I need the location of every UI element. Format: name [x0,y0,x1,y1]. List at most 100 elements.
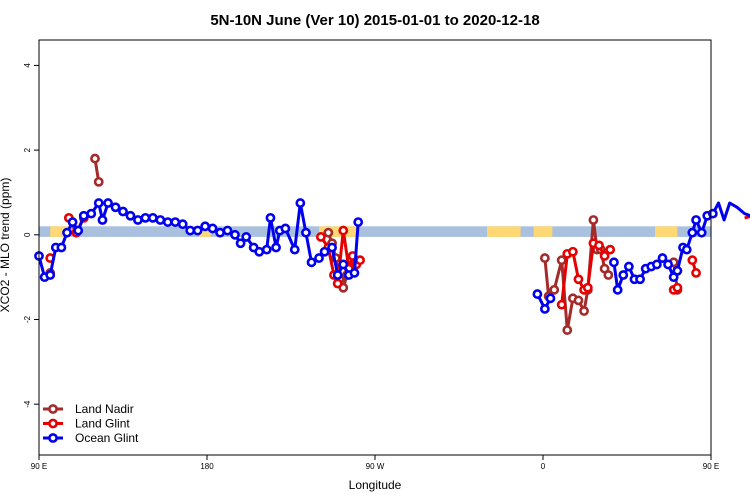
band-highlight [487,226,521,237]
legend-item: Ocean Glint [43,431,139,445]
data-point [545,293,556,304]
data-point [355,255,365,266]
y-axis-label: XCO2 - MLO trend (ppm) [0,178,12,313]
x-axis-label: Longitude [349,478,402,492]
legend-marker [48,404,58,414]
data-point [125,210,136,221]
data-point [110,202,121,213]
data-point [97,215,108,225]
data-point [573,295,584,306]
y-tick-label: 4 [23,63,32,68]
y-tick-label: 0 [23,232,32,237]
x-tick-label: 90 E [31,462,47,471]
y-tick-label: -4 [23,400,32,408]
data-point [86,208,97,219]
data-point [222,225,233,236]
data-point [332,270,343,280]
data-point [147,212,158,223]
data-point [696,227,707,238]
data-point [663,259,673,270]
data-point [532,289,543,299]
data-point [539,304,550,314]
data-point [567,246,578,257]
data-point [582,282,593,293]
data-point [118,206,128,217]
data-point [301,227,311,238]
data-point [687,227,698,238]
x-tick-label: 90 E [703,462,719,471]
data-point [73,225,84,236]
legend-marker [48,418,58,429]
data-point [332,278,343,289]
data-point [230,229,240,240]
data-point [623,261,634,272]
series-land-nadir [45,153,683,335]
data-point [62,227,72,238]
data-point [93,198,104,208]
data-point [691,215,701,225]
data-point [691,268,701,278]
data-point [579,306,589,316]
data-point [185,225,196,236]
data-point [271,242,281,253]
data-point [90,153,100,164]
data-point [594,240,604,251]
data-point [349,268,360,278]
data-point [562,325,573,335]
data-point [241,232,252,242]
series-ocean-glint [34,198,750,314]
data-point [599,251,610,261]
data-point [618,270,629,280]
data-point [215,227,225,238]
data-point [306,257,317,268]
data-point [140,212,151,223]
data-point [539,253,550,263]
data-point [687,255,698,266]
data-point [155,215,166,225]
data-point [56,242,67,253]
band-highlight [655,226,678,237]
data-point [261,244,272,255]
data-point [707,208,718,219]
data-point [657,253,668,263]
legend-label: Land Nadir [75,402,134,416]
data-point [280,223,291,234]
x-tick-label: 180 [200,462,214,471]
data-point [254,246,265,257]
data-point [612,284,623,295]
data-point [67,217,78,227]
data-point [45,270,56,280]
band-base [39,226,711,237]
data-point [207,223,218,234]
data-point [314,253,324,263]
data-point [681,244,692,255]
data-point [162,217,173,227]
data-point [338,225,349,236]
data-point [319,246,330,257]
data-point [651,259,662,270]
band-highlight [533,226,553,237]
data-point [338,259,349,270]
data-point [192,225,203,236]
data-point [200,221,211,232]
y-axis: -4 -2 0 2 4 [23,63,39,408]
data-point [353,217,364,227]
band-highlight [199,226,211,237]
data-point [573,274,584,285]
data-point [265,212,276,223]
data-point [605,244,616,255]
data-point [177,219,188,230]
data-point [295,198,306,208]
legend-label: Ocean Glint [75,431,139,445]
data-point [170,217,181,227]
data-point [289,244,300,255]
y-tick-label: -2 [23,315,32,323]
legend-item: Land Nadir [43,402,134,416]
data-point [103,198,113,208]
data-point [672,265,683,276]
data-point [327,242,337,253]
data-point [78,210,89,221]
band-highlight [319,226,357,237]
data-point [549,284,560,295]
